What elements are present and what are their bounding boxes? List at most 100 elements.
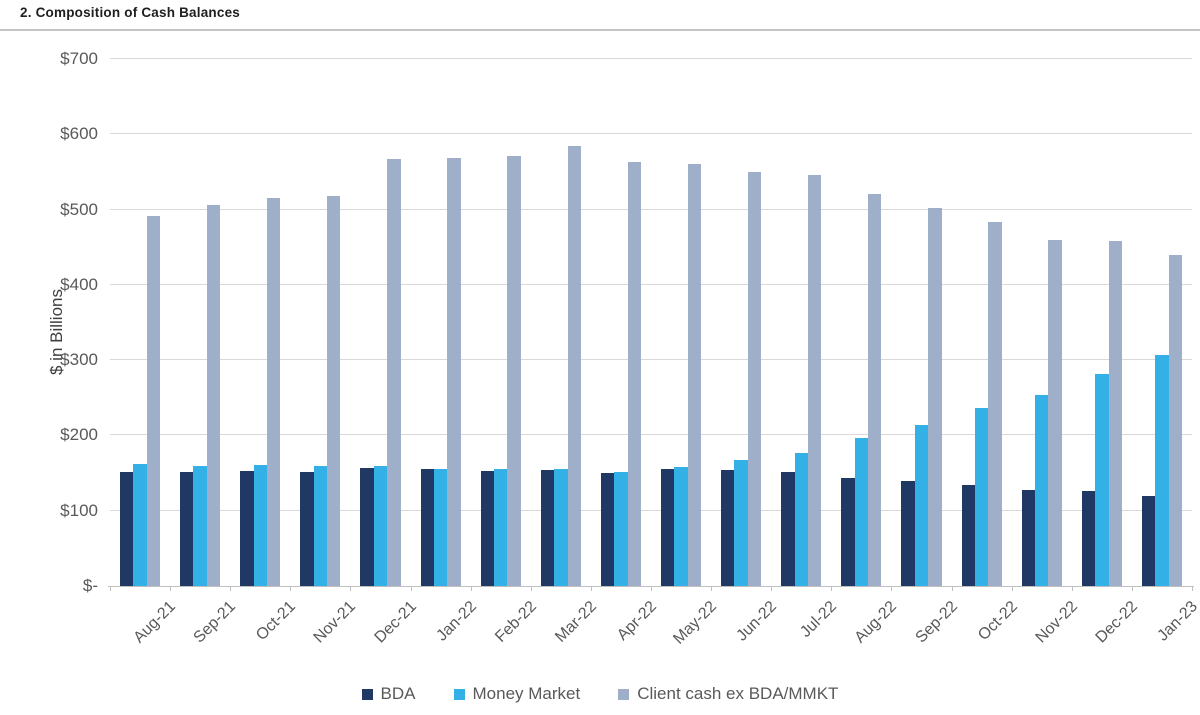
x-tick-label-feb-22: Feb-22 <box>491 598 540 646</box>
bar-group-oct-22 <box>952 59 1012 586</box>
legend-label-money-market: Money Market <box>472 684 581 703</box>
bar-money-market-sep-21 <box>193 465 207 586</box>
bar-bda-sep-22 <box>901 481 915 586</box>
bar-client-cash-ex-bda-mmkt-dec-21 <box>387 159 401 586</box>
bar-client-cash-ex-bda-mmkt-jan-22 <box>447 158 461 586</box>
bar-bda-apr-22 <box>600 473 615 586</box>
x-tick-label-jan-22: Jan-22 <box>433 598 480 645</box>
gridline-200 <box>110 434 1192 436</box>
x-tick-label-nov-22: Nov-22 <box>1032 598 1081 647</box>
bar-money-market-nov-21 <box>313 465 328 586</box>
bar-money-market-jan-22 <box>433 468 448 586</box>
y-axis-tick-labels: $700 $600 $500 $400 $300 $200 $100 $- <box>0 49 98 595</box>
bar-group-jun-22 <box>711 59 771 586</box>
bar-group-nov-21 <box>290 59 350 586</box>
bar-client-cash-ex-bda-mmkt-jul-22 <box>807 174 822 586</box>
bar-group-nov-22 <box>1012 59 1072 586</box>
bar-group-aug-22 <box>831 59 891 586</box>
bar-money-market-sep-22 <box>914 424 929 586</box>
bar-bda-dec-21 <box>360 467 374 586</box>
legend-item-bda: BDA <box>361 684 416 704</box>
x-axis-tick-2 <box>230 586 232 591</box>
bar-group-may-22 <box>651 59 711 586</box>
x-tick-label-nov-21: Nov-21 <box>310 598 360 647</box>
x-tick-label-apr-22: Apr-22 <box>614 598 661 644</box>
bar-group-mar-22 <box>531 59 591 586</box>
bar-group-sep-22 <box>891 59 951 586</box>
bar-bda-mar-22 <box>540 470 555 586</box>
x-axis-tick-labels: Aug-21 Sep-21 Oct-21 Nov-21 Dec-21 Jan-22 Feb-… <box>110 592 1200 667</box>
bar-money-market-mar-22 <box>554 469 568 586</box>
gridline-400 <box>110 283 1192 285</box>
x-axis-tick-3 <box>290 586 292 591</box>
x-tick-label-jun-22: Jun-22 <box>733 598 781 645</box>
gridline-300 <box>110 359 1192 361</box>
y-tick-label-600: $600 <box>60 124 98 144</box>
gridline-700 <box>110 58 1192 59</box>
bar-client-cash-ex-bda-mmkt-nov-22 <box>1048 239 1062 586</box>
bar-bda-aug-22 <box>841 477 855 586</box>
legend-marker-money-market <box>453 688 465 700</box>
bar-group-sep-21 <box>170 59 230 586</box>
bar-group-dec-21 <box>350 59 410 586</box>
legend-label-bda: BDA <box>380 684 416 703</box>
bar-money-market-dec-21 <box>373 466 388 586</box>
bar-bda-jun-22 <box>721 470 735 586</box>
bar-bda-feb-22 <box>480 470 495 586</box>
bar-bda-jan-23 <box>1141 495 1156 586</box>
x-tick-label-dec-22: Dec-22 <box>1092 598 1141 647</box>
bar-money-market-jul-22 <box>794 452 808 586</box>
bar-group-oct-21 <box>230 59 290 586</box>
bar-client-cash-ex-bda-mmkt-oct-22 <box>988 221 1002 586</box>
x-axis-tick-13 <box>891 586 893 591</box>
x-tick-label-oct-21: Oct-21 <box>253 598 300 644</box>
x-tick-label-oct-22: Oct-22 <box>974 598 1021 644</box>
bar-client-cash-ex-bda-mmkt-may-22 <box>687 163 702 586</box>
y-tick-label-200: $200 <box>60 425 98 445</box>
bar-money-market-jan-23 <box>1155 354 1169 586</box>
bar-bda-jul-22 <box>781 471 795 586</box>
legend-item-client-cash-ex-bda-mmkt: Client cash ex BDA/MMKT <box>618 684 838 704</box>
bar-money-market-aug-22 <box>854 438 869 586</box>
bar-bda-oct-21 <box>240 470 254 586</box>
legend-marker-client-cash-ex-bda-mmkt <box>618 688 630 700</box>
x-tick-label-jul-22: Jul-22 <box>797 598 841 641</box>
x-axis-tick-8 <box>590 586 592 591</box>
gridline-600 <box>110 133 1192 135</box>
chart-title: 2. Composition of Cash Balances <box>20 5 240 20</box>
x-tick-label-mar-22: Mar-22 <box>552 598 600 646</box>
bar-bda-nov-21 <box>300 471 314 586</box>
bar-bda-nov-22 <box>1021 489 1036 586</box>
bar-client-cash-ex-bda-mmkt-mar-22 <box>567 145 581 586</box>
x-tick-label-sep-21: Sep-21 <box>190 598 240 647</box>
bar-bda-oct-22 <box>961 485 975 586</box>
bar-money-market-oct-21 <box>253 464 267 586</box>
bar-money-market-may-22 <box>674 467 688 586</box>
y-tick-label-700: $700 <box>60 49 98 68</box>
bar-group-jan-23 <box>1132 59 1192 586</box>
y-tick-label-100: $100 <box>60 500 98 520</box>
x-tick-label-aug-22: Aug-22 <box>851 598 901 647</box>
y-tick-label-300: $300 <box>60 350 98 370</box>
x-axis-tick-5 <box>410 586 412 591</box>
bar-group-jul-22 <box>771 59 831 586</box>
y-tick-label-400: $400 <box>60 274 98 294</box>
x-axis-tick-17 <box>1131 586 1133 591</box>
bar-bda-may-22 <box>660 469 675 586</box>
x-tick-label-jan-23: Jan-23 <box>1154 598 1200 645</box>
title-divider <box>0 29 1200 31</box>
bar-bda-dec-22 <box>1081 491 1096 586</box>
x-axis-tick-12 <box>831 586 833 591</box>
plot-area <box>108 58 1194 591</box>
bar-client-cash-ex-bda-mmkt-oct-21 <box>266 198 281 586</box>
gridline-500 <box>110 208 1192 210</box>
x-axis-tick-4 <box>350 586 352 591</box>
bar-group-apr-22 <box>591 59 651 586</box>
legend-item-money-market: Money Market <box>453 684 581 704</box>
x-axis-tick-7 <box>530 586 532 591</box>
x-tick-label-may-22: May-22 <box>670 598 721 648</box>
x-tick-label-dec-21: Dec-21 <box>371 598 420 647</box>
bar-client-cash-ex-bda-mmkt-feb-22 <box>507 156 521 586</box>
bar-client-cash-ex-bda-mmkt-nov-21 <box>327 196 341 586</box>
x-axis-tick-14 <box>951 586 953 591</box>
